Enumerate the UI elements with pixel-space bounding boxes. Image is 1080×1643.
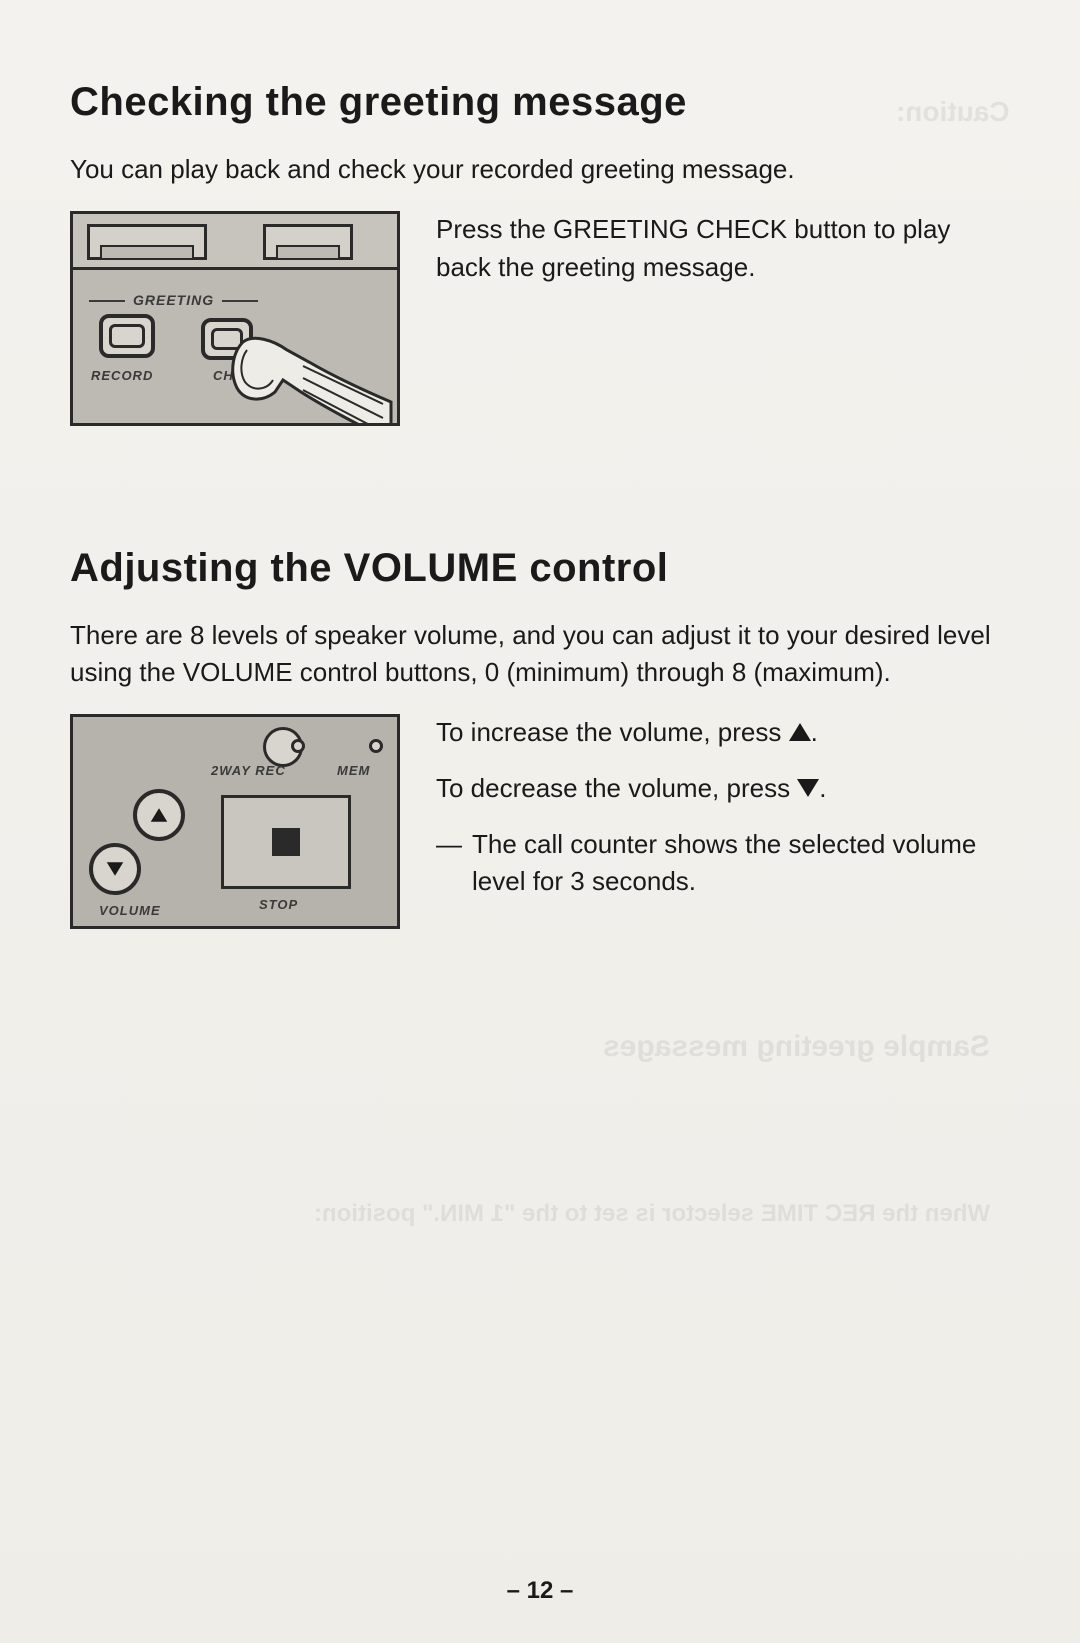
volume-block: 2WAY REC MEM VOLUME STOP To increase the… bbox=[70, 714, 1010, 929]
greeting-instruction: Press the GREETING CHECK button to play … bbox=[436, 211, 1010, 304]
volume-decrease-line: To decrease the volume, press . bbox=[436, 770, 1010, 808]
bleed-text: When the REC TIME selector is set to the… bbox=[314, 1200, 990, 1228]
greeting-lead: You can play back and check your recorde… bbox=[70, 151, 1010, 187]
manual-page: Caution: Sample greeting messages When t… bbox=[0, 0, 1080, 1643]
stop-button-icon bbox=[221, 795, 351, 889]
bleed-text: Caution: bbox=[896, 96, 1010, 128]
volume-up-button-icon bbox=[133, 789, 185, 841]
pressing-hand-icon bbox=[223, 332, 393, 426]
panel-label-stop: STOP bbox=[259, 897, 298, 912]
volume-decrease-prefix: To decrease the volume, press bbox=[436, 773, 797, 803]
spacer bbox=[70, 476, 1010, 546]
volume-down-button-icon bbox=[89, 843, 141, 895]
volume-instructions: To increase the volume, press . To decre… bbox=[436, 714, 1010, 901]
panel-label-greeting: GREETING bbox=[133, 292, 214, 308]
device-top-edge bbox=[73, 214, 397, 270]
greeting-block: GREETING RECORD CH Press the GREETING CH… bbox=[70, 211, 1010, 426]
panel-label-2way-rec: 2WAY REC bbox=[211, 763, 286, 778]
greeting-instruction-text: Press the GREETING CHECK button to play … bbox=[436, 211, 1010, 286]
volume-increase-line: To increase the volume, press . bbox=[436, 714, 1010, 752]
volume-increase-suffix: . bbox=[811, 717, 818, 747]
page-number: – 12 – bbox=[0, 1577, 1080, 1605]
cassette-slot-icon bbox=[263, 224, 353, 260]
record-button-icon bbox=[99, 314, 155, 358]
triangle-down-icon bbox=[797, 779, 819, 797]
volume-decrease-suffix: . bbox=[819, 773, 826, 803]
triangle-up-icon bbox=[789, 723, 811, 741]
greeting-figure: GREETING RECORD CH bbox=[70, 211, 400, 426]
section-title-greeting: Checking the greeting message bbox=[70, 80, 1010, 125]
panel-label-record: RECORD bbox=[91, 368, 153, 383]
section-title-volume: Adjusting the VOLUME control bbox=[70, 546, 1010, 591]
panel-label-mem: MEM bbox=[337, 763, 370, 778]
bleed-text: Sample greeting messages bbox=[603, 1030, 990, 1064]
volume-note: — The call counter shows the selected vo… bbox=[436, 826, 1010, 901]
volume-increase-prefix: To increase the volume, press bbox=[436, 717, 789, 747]
triangle-up-icon bbox=[151, 808, 168, 822]
volume-lead: There are 8 levels of speaker volume, an… bbox=[70, 617, 1010, 690]
panel-label-volume: VOLUME bbox=[99, 903, 161, 918]
volume-figure: 2WAY REC MEM VOLUME STOP bbox=[70, 714, 400, 929]
triangle-down-icon bbox=[107, 862, 124, 876]
em-dash-icon: — bbox=[436, 826, 462, 901]
volume-note-text: The call counter shows the selected volu… bbox=[472, 826, 1010, 901]
cassette-slot-icon bbox=[87, 224, 207, 260]
